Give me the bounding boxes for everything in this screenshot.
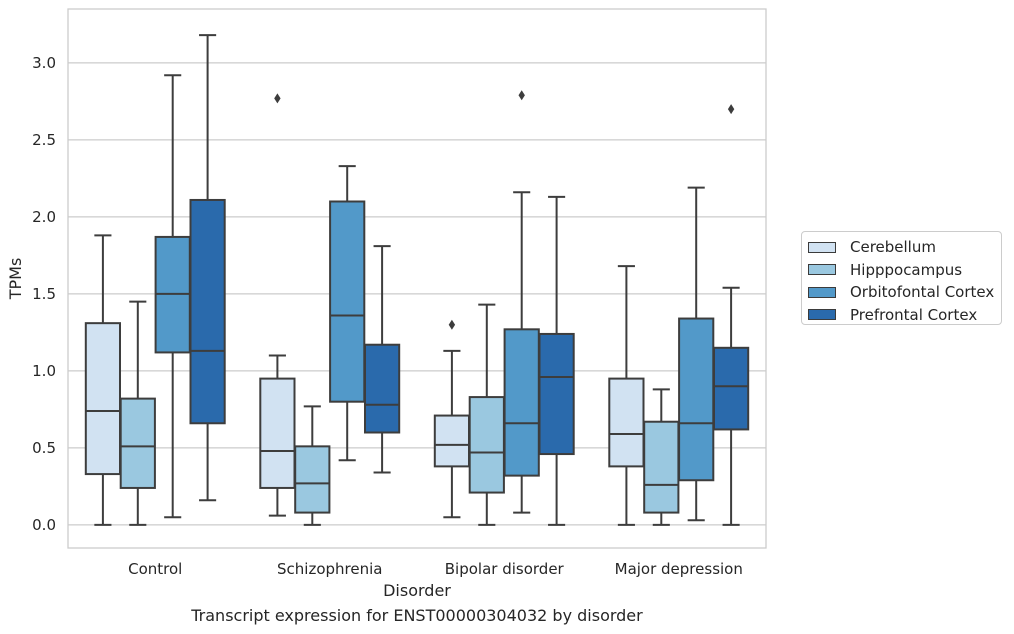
y-tick-label: 2.5 (32, 131, 56, 149)
outlier-point (448, 319, 456, 330)
legend-item: Prefrontal Cortex (808, 304, 1001, 327)
outlier-point (274, 93, 281, 104)
box-cerebellum (84, 234, 122, 526)
box-orbitofontal-cortex (329, 165, 366, 462)
box-orbitofontal-cortex (154, 74, 191, 519)
legend-swatch (808, 241, 836, 253)
y-tick-label: 2.0 (32, 208, 56, 226)
box-prefrontal-cortex (363, 245, 401, 474)
iqr-box (329, 200, 366, 403)
plot-frame (67, 8, 767, 549)
iqr-box (468, 396, 505, 494)
x-tick-label: Bipolar disorder (445, 560, 565, 578)
box-prefrontal-cortex (712, 104, 750, 526)
legend-swatch (808, 309, 836, 321)
iqr-box (363, 343, 401, 434)
iqr-box (294, 445, 331, 514)
iqr-box (189, 198, 226, 425)
legend-item: Cerebellum (808, 236, 1001, 259)
box-hipppocampus (468, 303, 505, 526)
box-orbitofontal-cortex (503, 90, 540, 514)
outlier-point (518, 90, 525, 101)
iqr-box (643, 420, 680, 514)
iqr-box (259, 377, 296, 489)
iqr-box (608, 377, 645, 468)
box-prefrontal-cortex (538, 195, 575, 526)
box-hipppocampus (643, 388, 680, 526)
iqr-box (84, 322, 122, 476)
legend-label: Orbitofontal Cortex (850, 283, 995, 302)
legend-label: Hipppocampus (850, 260, 963, 279)
y-tick-labels: 0.0 0.5 1.0 1.5 2.0 2.5 3.0 (32, 54, 56, 534)
y-axis-label: TPMs (6, 258, 25, 301)
box-hipppocampus (294, 405, 331, 526)
iqr-box (712, 346, 750, 431)
legend-label: Cerebellum (850, 238, 936, 257)
legend-label: Prefrontal Cortex (850, 305, 978, 324)
iqr-box (678, 317, 715, 482)
y-tick-label: 0.5 (32, 439, 56, 457)
y-tick-label: 3.0 (32, 54, 56, 72)
legend-item: Hipppocampus (808, 259, 1001, 282)
x-axis-label: Disorder (383, 581, 451, 600)
iqr-box (538, 332, 575, 456)
y-tick-label: 1.5 (32, 285, 56, 303)
boxes (84, 34, 750, 526)
y-tick-label: 1.0 (32, 362, 56, 380)
chart-caption: Transcript expression for ENST0000030403… (191, 606, 643, 625)
box-cerebellum (608, 265, 645, 526)
x-tick-label: Control (128, 560, 182, 578)
x-tick-label: Major depression (615, 560, 743, 578)
box-prefrontal-cortex (189, 34, 226, 502)
x-tick-label: Schizophrenia (277, 560, 382, 578)
iqr-box (433, 414, 471, 468)
iqr-box (503, 328, 540, 477)
iqr-box (119, 397, 156, 489)
legend-swatch (808, 264, 836, 276)
box-cerebellum (259, 93, 296, 517)
legend-swatch (808, 286, 836, 298)
legend: Cerebellum Hipppocampus Orbitofontal Corte… (801, 231, 1002, 325)
box-hipppocampus (119, 300, 156, 526)
legend-item: Orbitofontal Cortex (808, 281, 1001, 304)
box-cerebellum (433, 319, 471, 519)
y-tick-label: 0.0 (32, 516, 56, 534)
outlier-point (727, 104, 735, 115)
box-orbitofontal-cortex (678, 186, 715, 522)
x-tick-labels: Control Schizophrenia Bipolar disorder Majo… (128, 560, 743, 578)
